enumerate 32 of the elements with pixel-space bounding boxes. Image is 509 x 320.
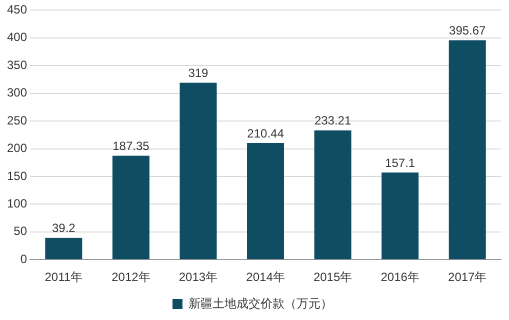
y-tick-label: 300 — [6, 86, 28, 100]
x-tick-label: 2014年 — [246, 270, 285, 284]
y-tick-label: 200 — [6, 141, 28, 156]
bar — [247, 142, 284, 260]
data-label: 39.2 — [52, 221, 76, 236]
y-tick-label: 50 — [14, 224, 28, 238]
y-tick-label: 0 — [20, 252, 28, 266]
data-label: 157.1 — [385, 156, 416, 170]
x-tick-label: 2011年 — [44, 270, 83, 284]
bar — [180, 82, 217, 260]
y-tick-label: 100 — [6, 196, 28, 210]
y-tick-label: 350 — [6, 58, 28, 72]
bar — [382, 172, 419, 260]
bar — [314, 130, 352, 260]
y-tick-label: 250 — [6, 113, 28, 128]
x-tick-label: 2012年 — [112, 270, 150, 284]
legend-label: 新疆土地成交价款（万元） — [188, 296, 332, 310]
x-tick-label: 2017年 — [448, 270, 487, 284]
x-tick-label: 2015年 — [313, 270, 352, 284]
data-label: 187.35 — [112, 139, 150, 154]
bar — [448, 40, 486, 260]
y-tick-label: 150 — [6, 168, 28, 183]
y-tick-label: 400 — [6, 30, 28, 44]
y-tick-label: 450 — [6, 2, 28, 17]
data-label: 233.21 — [314, 114, 352, 128]
data-label: 395.67 — [449, 24, 486, 38]
bar — [112, 156, 150, 260]
x-tick-label: 2016年 — [380, 270, 420, 284]
x-tick-label: 2013年 — [178, 270, 218, 284]
data-label: 210.44 — [247, 126, 284, 140]
data-label: 319 — [188, 66, 209, 80]
bar — [45, 238, 82, 260]
